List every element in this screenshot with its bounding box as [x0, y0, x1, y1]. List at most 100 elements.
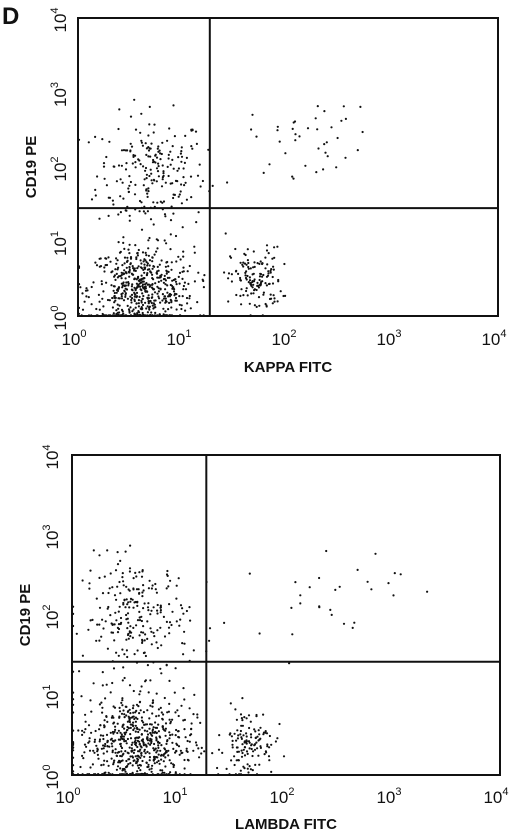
data-point [135, 257, 138, 261]
data-point [252, 250, 255, 253]
data-point [115, 291, 118, 294]
data-point [282, 755, 286, 758]
data-point [330, 126, 333, 129]
data-point [189, 734, 192, 737]
data-point [111, 749, 114, 752]
data-point [147, 190, 150, 193]
data-point [153, 742, 156, 746]
data-point [124, 295, 127, 298]
data-point [135, 736, 138, 739]
data-point [164, 215, 167, 218]
data-point [111, 773, 114, 776]
data-point [239, 733, 242, 736]
data-point [156, 247, 159, 250]
data-point [117, 266, 120, 269]
data-point [147, 155, 150, 158]
data-point [155, 180, 158, 183]
data-point [165, 620, 168, 624]
data-point [115, 754, 119, 758]
data-point [329, 608, 332, 612]
data-point [252, 750, 255, 753]
data-point [242, 734, 245, 737]
data-point [284, 152, 287, 155]
data-point [199, 314, 202, 317]
data-point [127, 621, 130, 624]
data-point [165, 300, 168, 303]
data-point [128, 758, 131, 761]
data-point [261, 275, 264, 278]
data-point [167, 585, 170, 588]
data-point [193, 245, 196, 248]
data-point [203, 750, 206, 753]
data-point [233, 763, 236, 767]
data-point [185, 156, 188, 159]
data-point [141, 311, 144, 315]
data-point [156, 646, 159, 650]
data-point [253, 743, 256, 746]
data-point [182, 176, 185, 179]
data-point [106, 750, 109, 753]
data-point [291, 633, 294, 636]
data-point [230, 273, 233, 276]
data-point [162, 297, 166, 300]
data-point [166, 276, 169, 279]
data-point [259, 745, 262, 748]
tick-label: 100 [49, 305, 70, 330]
data-point [253, 278, 256, 281]
data-point [129, 762, 132, 765]
data-point [258, 304, 261, 307]
data-point [163, 635, 167, 638]
data-point [117, 610, 120, 613]
data-point [167, 308, 170, 311]
data-point [255, 288, 258, 292]
data-point [100, 283, 103, 286]
data-point [112, 732, 115, 735]
data-point [159, 626, 162, 629]
data-point [159, 749, 162, 752]
data-point [92, 281, 95, 284]
data-point [118, 304, 121, 307]
data-point [117, 297, 120, 300]
data-point [182, 612, 185, 615]
data-point [115, 312, 118, 315]
data-point [83, 731, 86, 734]
data-point [81, 773, 84, 776]
data-point [127, 601, 130, 604]
data-point [161, 299, 164, 302]
data-point [122, 281, 125, 284]
data-point [255, 773, 259, 776]
data-point [131, 764, 134, 767]
data-point [123, 269, 126, 272]
data-point [106, 549, 109, 552]
data-point [132, 711, 135, 714]
data-point [231, 739, 234, 743]
data-point [162, 170, 165, 173]
data-point [160, 644, 163, 647]
data-point [156, 147, 159, 150]
data-point [109, 260, 112, 263]
data-point [273, 246, 276, 249]
data-point [117, 241, 120, 244]
data-point [109, 572, 112, 575]
data-point [144, 259, 147, 262]
data-point [110, 284, 113, 287]
data-point [250, 747, 253, 751]
data-point [104, 742, 107, 746]
data-point [141, 595, 144, 598]
data-point [239, 729, 242, 733]
data-point [148, 768, 151, 771]
data-point [134, 306, 137, 309]
data-point [113, 301, 116, 304]
data-point [245, 750, 249, 753]
data-point [106, 720, 109, 724]
data-point [200, 746, 203, 750]
data-point [125, 759, 128, 763]
data-point [121, 264, 124, 267]
data-point [145, 274, 148, 277]
data-point [246, 752, 249, 756]
data-point [140, 112, 143, 115]
data-point [84, 289, 88, 292]
data-point [270, 743, 273, 746]
data-point [128, 219, 131, 222]
data-point [181, 642, 184, 645]
